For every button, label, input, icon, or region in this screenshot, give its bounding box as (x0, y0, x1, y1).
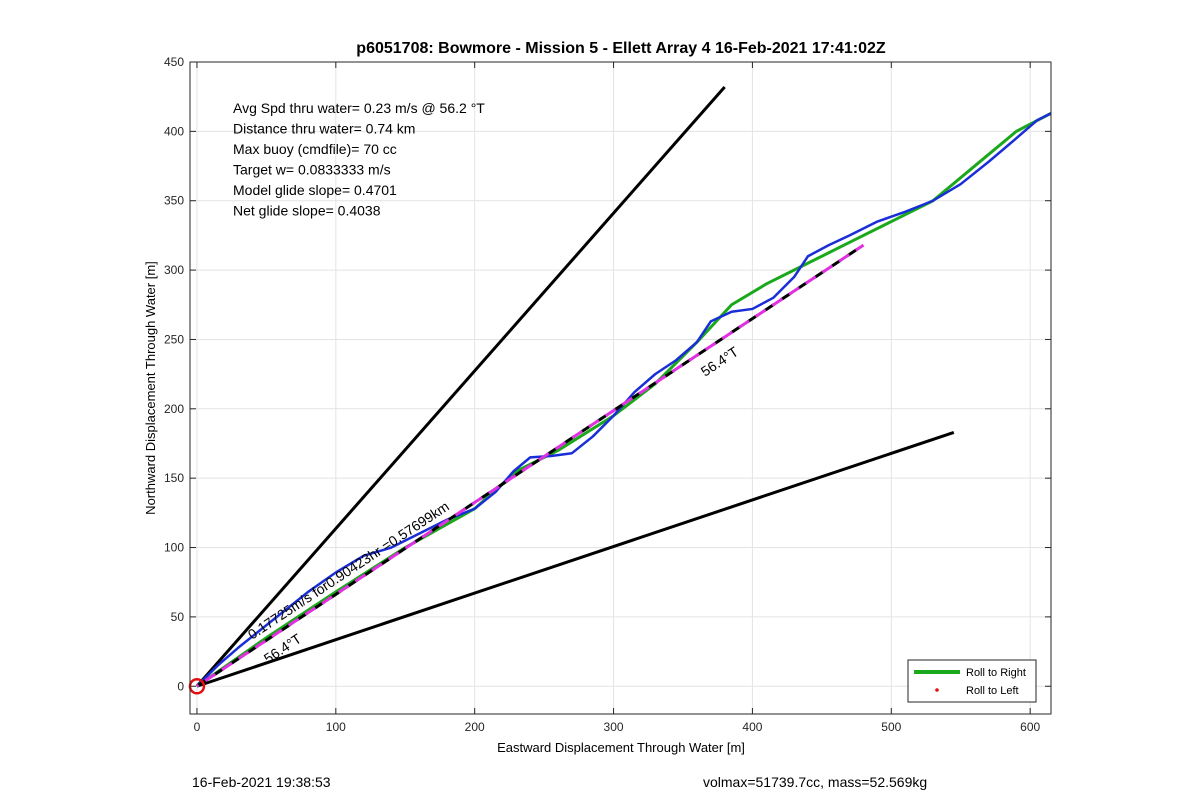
footer-timestamp: 16-Feb-2021 19:38:53 (192, 774, 331, 790)
heading-line-black (196, 243, 865, 688)
y-tick-label: 100 (164, 541, 184, 555)
info-line: Model glide slope= 0.4701 (233, 182, 397, 198)
series-track (196, 112, 1051, 688)
y-tick-label: 0 (177, 679, 184, 693)
x-tick-label: 200 (465, 720, 485, 734)
y-tick-label: 350 (164, 194, 184, 208)
info-line: Max buoy (cmdfile)= 70 cc (233, 141, 397, 157)
axes-box (189, 61, 1052, 715)
info-line: Avg Spd thru water= 0.23 m/s @ 56.2 °T (233, 100, 485, 116)
y-tick-label: 400 (164, 124, 184, 138)
cone-line-1 (195, 85, 726, 688)
y-axis-label: Northward Displacement Through Water [m] (143, 261, 158, 515)
x-tick-label: 0 (194, 720, 201, 734)
y-tick-label: 200 (164, 402, 184, 416)
info-line: Net glide slope= 0.4038 (233, 203, 381, 219)
x-axis-label: Eastward Displacement Through Water [m] (497, 740, 745, 755)
legend-swatch-roll-left (935, 688, 939, 692)
y-tick-label: 450 (164, 55, 184, 69)
legend-label-roll-right: Roll to Right (966, 667, 1026, 679)
heading-line-magenta (196, 243, 865, 688)
legend-box (907, 659, 1037, 703)
plot-area: 0 100 200 300 400 500 600 0 50 100 150 200 250 300 350… (164, 55, 1052, 734)
footer-stats: volmax=51739.7cc, mass=52.569kg (703, 774, 928, 790)
cone-line-2 (196, 430, 955, 688)
y-tick-label: 150 (164, 471, 184, 485)
info-line: Target w= 0.0833333 m/s (233, 162, 391, 178)
x-tick-label: 300 (604, 720, 624, 734)
plot-content (195, 85, 1051, 688)
chart-title: p6051708: Bowmore - Mission 5 - Ellett A… (356, 40, 886, 57)
y-tick-label: 300 (164, 263, 184, 277)
info-line: Distance thru water= 0.74 km (233, 121, 415, 137)
y-tick-label: 250 (164, 332, 184, 346)
y-tick-label: 50 (171, 610, 185, 624)
legend-label-roll-left: Roll to Left (966, 685, 1019, 697)
x-tick-label: 500 (881, 720, 901, 734)
plot-background (190, 62, 1051, 714)
x-tick-label: 600 (1020, 720, 1040, 734)
x-tick-label: 100 (326, 720, 346, 734)
x-tick-label: 400 (742, 720, 762, 734)
